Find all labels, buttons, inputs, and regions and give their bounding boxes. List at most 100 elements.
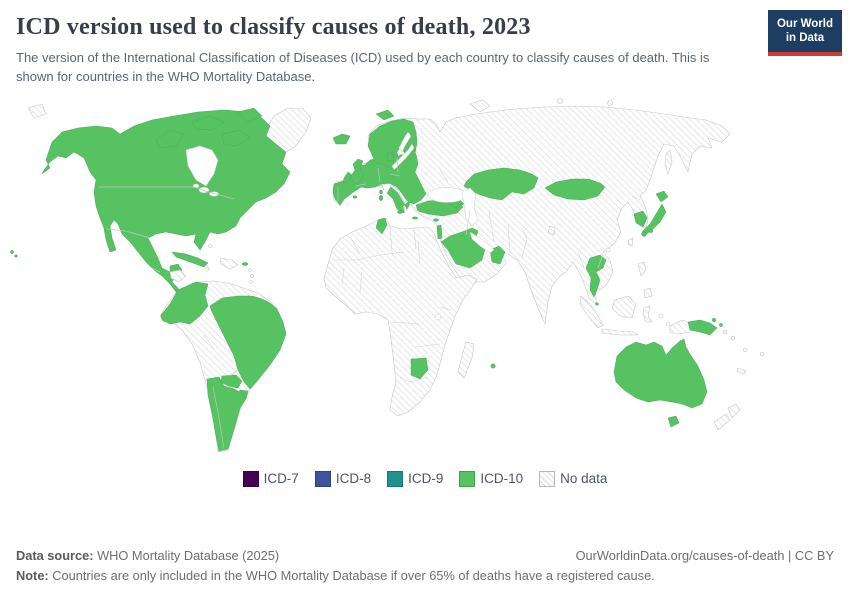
region-java[interactable] (601, 328, 639, 335)
icd10-regions (10, 107, 723, 451)
region-brazil[interactable] (209, 295, 287, 390)
region-australia[interactable] (613, 338, 708, 408)
region-luzon[interactable] (637, 261, 647, 277)
region-mindanao[interactable] (643, 287, 653, 299)
region-solomons-2[interactable] (731, 335, 735, 340)
region-antilles-2[interactable] (250, 273, 254, 278)
region-colombia-ecuador[interactable] (160, 281, 209, 324)
region-puerto-rico[interactable] (241, 261, 249, 266)
region-corsica[interactable] (379, 189, 383, 194)
legend-item-icd10[interactable]: ICD-10 (459, 470, 523, 487)
region-europe[interactable] (332, 149, 427, 214)
region-sakhalin[interactable] (664, 149, 673, 175)
region-taiwan[interactable] (627, 237, 634, 247)
owid-logo[interactable]: Our World in Data (767, 10, 842, 56)
region-new-zealand-north[interactable] (727, 403, 741, 419)
region-vanuatu[interactable] (743, 347, 747, 352)
region-thailand[interactable] (585, 254, 607, 298)
chart-subtitle: The version of the International Classif… (16, 50, 710, 84)
region-hawaii-1[interactable] (10, 249, 14, 254)
region-cyprus[interactable] (433, 218, 439, 222)
region-south-korea[interactable] (633, 210, 648, 228)
region-scandinavia[interactable] (367, 118, 418, 172)
region-png-island-1[interactable] (711, 317, 717, 322)
region-hawaii-2[interactable] (14, 254, 18, 258)
region-chukotka-west[interactable] (27, 103, 47, 119)
region-singapore[interactable] (595, 302, 599, 306)
owid-logo-line2: in Data (785, 32, 825, 45)
region-balearics[interactable] (352, 195, 358, 199)
legend-item-icd9[interactable]: ICD-9 (387, 470, 444, 487)
region-belize-honduras[interactable] (169, 269, 187, 283)
region-papua-new-guinea[interactable] (687, 319, 718, 335)
caspian-sea (461, 187, 479, 227)
credit-link[interactable]: OurWorldinData.org/causes-of-death | CC … (575, 548, 834, 563)
region-mauritius[interactable] (490, 363, 496, 369)
region-iceland[interactable] (332, 133, 351, 144)
border-iraq-iran (465, 209, 471, 235)
region-novaya-zemlya[interactable] (469, 99, 491, 113)
legend-label-icd9: ICD-9 (408, 471, 444, 487)
region-hispaniola[interactable] (219, 257, 239, 270)
border-india-pakistan (521, 227, 528, 258)
region-sardinia[interactable] (378, 194, 384, 201)
region-borneo[interactable] (611, 295, 637, 319)
region-crete[interactable] (411, 216, 419, 220)
region-botswana[interactable] (410, 357, 429, 379)
region-new-caledonia[interactable] (736, 367, 747, 375)
region-bahamas-2[interactable] (208, 243, 212, 248)
legend-label-no-data: No data (560, 471, 608, 487)
border-congo-south (391, 321, 421, 324)
region-sicily[interactable] (397, 209, 403, 214)
country-borders (99, 157, 641, 449)
region-tasmania[interactable] (667, 415, 680, 428)
region-west-new-guinea[interactable] (669, 319, 692, 334)
region-jamaica[interactable] (204, 266, 210, 271)
note: Note: Countries are only included in the… (16, 568, 655, 583)
region-arctic-isle-1[interactable] (557, 97, 563, 104)
region-fiji[interactable] (759, 351, 765, 356)
region-mongolia[interactable] (544, 178, 606, 200)
region-new-zealand-south[interactable] (713, 413, 731, 431)
region-ireland[interactable] (342, 171, 353, 183)
region-moluccas-1[interactable] (658, 313, 664, 318)
region-antilles-3[interactable] (249, 279, 253, 284)
region-arctic-canada-1[interactable] (155, 129, 185, 148)
region-united-kingdom[interactable] (350, 158, 365, 184)
legend-item-icd8[interactable]: ICD-8 (314, 470, 371, 487)
region-svalbard[interactable] (375, 109, 395, 120)
region-arctic-isle-2[interactable] (607, 99, 613, 106)
legend-item-no-data[interactable]: No data (539, 470, 608, 487)
region-cuba[interactable] (171, 251, 209, 267)
region-japan-shikoku[interactable] (649, 228, 653, 233)
region-japan-kyushu[interactable] (641, 231, 647, 237)
region-solomons-1[interactable] (723, 329, 727, 334)
legend-swatch-icd9 (387, 470, 404, 487)
region-antilles-1[interactable] (248, 267, 252, 272)
legend-item-icd7[interactable]: ICD-7 (242, 470, 299, 487)
region-arctic-canada-4[interactable] (237, 107, 263, 122)
region-denmark[interactable] (386, 151, 395, 163)
data-source: Data source: WHO Mortality Database (202… (16, 548, 279, 563)
region-japan-hokkaido[interactable] (655, 190, 669, 203)
region-moluccas-2[interactable] (665, 321, 671, 326)
region-png-island-2[interactable] (719, 322, 723, 327)
chart-header: ICD version used to classify causes of d… (0, 0, 850, 87)
border-mexico-guatemala (151, 267, 161, 273)
region-north-america[interactable] (41, 109, 291, 295)
region-sri-lanka[interactable] (547, 225, 556, 236)
region-arctic-canada-2[interactable] (191, 115, 225, 130)
region-sulawesi[interactable] (642, 305, 653, 322)
region-arctic-canada-3[interactable] (221, 129, 251, 146)
owid-logo-line1: Our World (776, 18, 833, 30)
region-africa[interactable] (323, 217, 478, 417)
region-hainan[interactable] (605, 247, 611, 252)
border-west-africa-1 (341, 267, 345, 284)
region-chile-argentina[interactable] (206, 376, 247, 451)
region-israel[interactable] (436, 224, 443, 240)
region-madagascar[interactable] (457, 341, 475, 379)
region-sumatra[interactable] (579, 295, 604, 329)
region-eurasia[interactable] (332, 105, 731, 325)
region-tunisia[interactable] (375, 217, 388, 235)
